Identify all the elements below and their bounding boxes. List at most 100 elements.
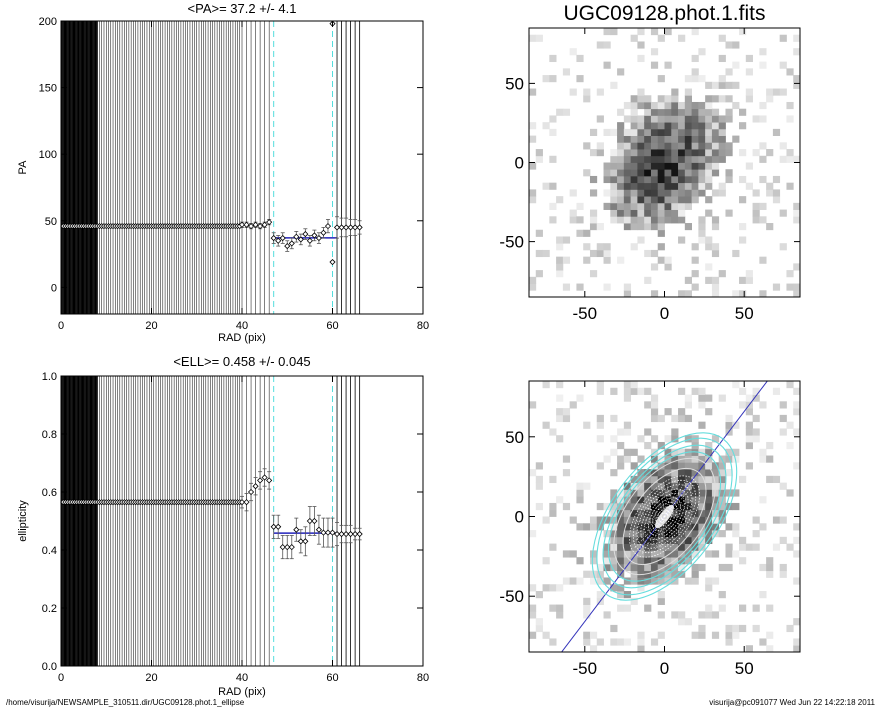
image-pixel bbox=[610, 584, 618, 592]
image-pixel bbox=[569, 216, 577, 224]
image-pixel bbox=[535, 591, 543, 599]
image-pixel bbox=[549, 115, 557, 123]
image-pixel bbox=[684, 175, 692, 184]
y-tick-label: 0.6 bbox=[42, 487, 57, 499]
image-pixel bbox=[691, 101, 699, 110]
image-pixel bbox=[664, 550, 672, 558]
image-pixel bbox=[698, 394, 706, 402]
image-pixel bbox=[671, 475, 679, 484]
image-pixel bbox=[725, 489, 733, 497]
image-pixel bbox=[644, 563, 652, 572]
image-pixel bbox=[671, 489, 679, 497]
image-pixel bbox=[705, 509, 713, 517]
image-pixel bbox=[637, 182, 645, 190]
image-pixel bbox=[529, 189, 537, 197]
image-pixel bbox=[650, 216, 659, 224]
image-pixel bbox=[637, 631, 645, 639]
y-tick-label: 1.0 bbox=[42, 371, 57, 383]
image-pixel bbox=[745, 543, 753, 551]
image-pixel bbox=[610, 502, 618, 511]
image-pixel bbox=[617, 142, 625, 150]
image-pixel bbox=[617, 162, 625, 170]
image-pixel bbox=[603, 577, 611, 585]
image-pixel bbox=[589, 523, 598, 531]
image-pixel bbox=[684, 196, 692, 204]
image-pixel bbox=[535, 502, 543, 511]
image-pixel bbox=[711, 502, 720, 511]
pa-panel: 0 20 40 60 80 0 50 100 150 200 <PA>= 37.2 +/- 4.1… bbox=[17, 1, 429, 344]
image-pixel bbox=[664, 462, 672, 470]
image-pixel bbox=[718, 54, 726, 63]
image-pixel bbox=[705, 115, 713, 123]
image-pixel bbox=[759, 202, 767, 210]
image-pixel bbox=[691, 108, 699, 116]
image-pixel bbox=[779, 142, 787, 150]
image-pixel bbox=[650, 135, 659, 143]
data-point bbox=[329, 529, 336, 536]
image-pixel bbox=[705, 263, 713, 271]
image-pixel bbox=[691, 536, 699, 544]
image-pixel bbox=[739, 175, 747, 184]
image-pixel bbox=[637, 135, 645, 143]
image-pixel bbox=[698, 624, 706, 633]
image-pixel bbox=[529, 604, 537, 612]
image-pixel bbox=[718, 122, 726, 130]
image-pixel bbox=[793, 618, 800, 626]
data-point bbox=[252, 221, 259, 228]
image-pixel bbox=[766, 631, 774, 639]
image-pixel bbox=[691, 462, 699, 470]
image-pixel bbox=[630, 475, 638, 484]
image-pixel bbox=[630, 543, 638, 551]
image-pixel bbox=[644, 101, 652, 110]
image-pixel bbox=[684, 108, 692, 116]
image-pixel bbox=[705, 462, 713, 470]
image-pixel bbox=[779, 155, 787, 163]
image-pixel bbox=[529, 283, 537, 291]
image-pixel bbox=[603, 557, 611, 565]
image-pixel bbox=[630, 381, 638, 389]
image-pixel bbox=[745, 88, 753, 96]
image-pixel bbox=[691, 563, 699, 572]
image-pixel bbox=[684, 482, 692, 490]
image-pixel bbox=[711, 155, 720, 163]
image-pixel bbox=[786, 543, 794, 551]
image-pixel bbox=[644, 536, 652, 544]
image-pixel bbox=[664, 563, 672, 572]
data-point bbox=[238, 221, 246, 228]
image-pixel bbox=[617, 550, 625, 558]
image-pixel bbox=[596, 387, 604, 395]
image-pixel bbox=[678, 516, 686, 524]
data-point bbox=[352, 224, 359, 231]
image-pixel bbox=[772, 387, 781, 395]
image-pixel bbox=[650, 162, 659, 170]
image-pixel bbox=[637, 387, 645, 395]
image-pixel bbox=[630, 557, 638, 565]
image-pixel bbox=[732, 421, 740, 429]
image-pixel bbox=[671, 414, 679, 423]
image-pixel bbox=[711, 276, 720, 284]
image-pixel bbox=[650, 169, 659, 177]
image-pixel bbox=[623, 604, 632, 612]
image-pixel bbox=[657, 462, 665, 470]
image-pixel bbox=[650, 189, 659, 197]
image-pixel bbox=[759, 290, 767, 297]
image-pixel bbox=[623, 101, 632, 110]
image-pixel bbox=[705, 182, 713, 190]
image-pixel bbox=[644, 543, 652, 551]
image-pixel bbox=[603, 550, 611, 558]
image-pixel bbox=[671, 455, 679, 463]
image-pixel bbox=[657, 557, 665, 565]
image-pixel bbox=[664, 155, 672, 163]
image-pixel bbox=[617, 584, 625, 592]
image-pixel bbox=[630, 448, 638, 456]
image-pixel bbox=[630, 216, 638, 224]
image-pixel bbox=[576, 229, 584, 237]
image-pixel bbox=[657, 95, 665, 103]
image-pixel bbox=[691, 448, 699, 456]
image-pixel bbox=[671, 162, 679, 170]
data-point bbox=[297, 236, 304, 243]
image-pixel bbox=[650, 435, 659, 443]
image-pixel bbox=[644, 604, 652, 612]
image-pixel bbox=[779, 428, 787, 436]
image-pixel bbox=[718, 81, 726, 89]
